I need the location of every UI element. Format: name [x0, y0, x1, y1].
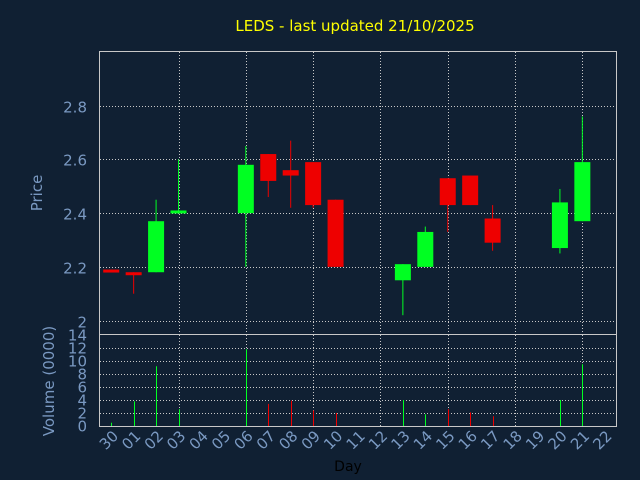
- volume-y-tick-label: 14: [68, 327, 87, 345]
- volume-y-tick-label: 8: [77, 366, 87, 384]
- candle-body: [462, 175, 479, 206]
- candle-body: [148, 221, 165, 273]
- price-y-tick-label: 2.2: [63, 260, 87, 278]
- candle-body: [417, 231, 434, 267]
- volume-y-tick-label: 6: [77, 379, 87, 397]
- volume-y-tick-label: 2: [77, 405, 87, 423]
- price-y-tick-label: 2.4: [63, 206, 87, 224]
- candle-body: [282, 170, 299, 176]
- volume-y-tick-label: 4: [77, 392, 87, 410]
- price-y-tick-label: 2.6: [63, 152, 87, 170]
- candle-body: [305, 162, 322, 206]
- candle-body: [125, 272, 142, 276]
- volume-panel-frame: [99, 334, 617, 427]
- candle-body: [103, 269, 120, 273]
- volume-bars: [111, 349, 583, 426]
- candle-body: [260, 154, 277, 181]
- candle-body: [551, 202, 568, 249]
- volume-axis-label: Volume (0000): [40, 326, 58, 436]
- x-axis-label: Day: [334, 459, 362, 475]
- price-y-tick-labels: 2 2.2 2.4 2.6 2.8: [63, 99, 87, 332]
- candle-body: [237, 164, 254, 214]
- candle-body: [170, 210, 187, 214]
- candle-body: [327, 199, 344, 267]
- chart-title: LEDS - last updated 21/10/2025: [235, 17, 474, 35]
- volume-y-tick-label: 10: [68, 353, 87, 371]
- price-y-tick-label: 2: [77, 314, 87, 332]
- candle-body: [394, 264, 411, 281]
- candle-body: [439, 178, 456, 206]
- candle-body: [574, 162, 591, 222]
- price-axis-label: Price: [28, 175, 46, 212]
- volume-y-tick-label: 0: [77, 418, 87, 436]
- x-tick-labels: 3001020304050607080910111213141516171819…: [96, 427, 616, 453]
- candle-body: [484, 218, 501, 243]
- price-candles: [103, 116, 591, 316]
- price-y-tick-label: 2.8: [63, 99, 87, 117]
- volume-y-tick-label: 12: [68, 340, 87, 358]
